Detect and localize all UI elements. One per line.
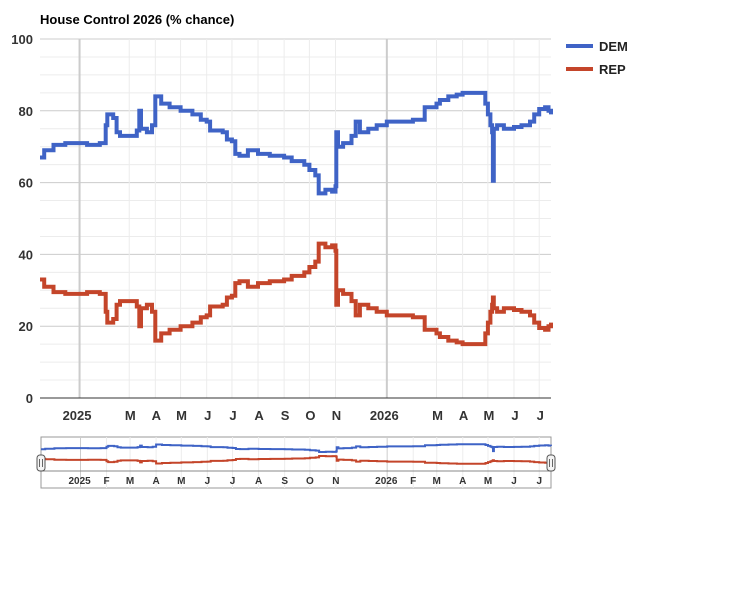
- navigator-tick-label: M: [484, 476, 492, 487]
- x-tick-label: S: [281, 408, 290, 423]
- x-tick-label: M: [483, 408, 494, 423]
- navigator-line-dem: [41, 443, 552, 453]
- y-tick-label: 40: [19, 247, 33, 262]
- x-tick-label: M: [432, 408, 443, 423]
- navigator-frame: [40, 436, 552, 489]
- navigator-tick-label: A: [459, 476, 466, 487]
- x-tick-label: J: [537, 408, 544, 423]
- navigator-tick-label: 2026: [375, 476, 398, 487]
- x-axis: 2025 M A M J J A S O N 2026 M A M J J: [63, 408, 544, 423]
- navigator-tick-label: M: [433, 476, 441, 487]
- navigator-tick-label: F: [410, 476, 416, 487]
- navigator-tick-label: M: [177, 476, 185, 487]
- navigator-tick-label: A: [255, 476, 262, 487]
- y-tick-label: 20: [19, 319, 33, 334]
- navigator-tick-label: N: [332, 476, 339, 487]
- navigator-tick-label: A: [152, 476, 159, 487]
- legend: DEM REP: [566, 39, 628, 77]
- legend-label: REP: [599, 62, 626, 77]
- x-tick-label: A: [152, 408, 162, 423]
- y-axis: 0 20 40 60 80 100: [11, 32, 33, 406]
- navigator-tick-label: J: [205, 476, 211, 487]
- x-tick-label: M: [176, 408, 187, 423]
- x-tick-label: A: [254, 408, 264, 423]
- x-tick-label: N: [332, 408, 341, 423]
- x-tick-label: J: [511, 408, 518, 423]
- series-line-rep: [40, 241, 553, 347]
- x-tick-label: J: [229, 408, 236, 423]
- x-tick-label: 2026: [370, 408, 399, 423]
- navigator-right-handle[interactable]: [546, 454, 556, 472]
- x-tick-label: M: [125, 408, 136, 423]
- navigator-tick-label: S: [281, 476, 288, 487]
- navigator-left-handle[interactable]: [36, 454, 46, 472]
- series-line-dem: [40, 90, 553, 196]
- navigator-line-rep: [41, 455, 552, 465]
- navigator-tick-label: O: [306, 476, 314, 487]
- x-tick-label: O: [305, 408, 315, 423]
- grid: [40, 38, 551, 399]
- navigator-tick-label: J: [230, 476, 236, 487]
- y-tick-label: 60: [19, 176, 33, 191]
- range-navigator[interactable]: 2025 F M A M J J A S O N 2026 F M A M J J: [36, 436, 556, 489]
- legend-label: DEM: [599, 39, 628, 54]
- series-lines: [40, 90, 553, 347]
- navigator-tick-label: 2025: [68, 476, 91, 487]
- navigator-tick-label: J: [536, 476, 542, 487]
- y-tick-label: 100: [11, 32, 33, 47]
- x-tick-label: A: [459, 408, 469, 423]
- x-tick-label: 2025: [63, 408, 92, 423]
- y-tick-label: 0: [26, 391, 33, 406]
- x-tick-label: J: [204, 408, 211, 423]
- chart-title: House Control 2026 (% chance): [40, 12, 234, 27]
- y-tick-label: 80: [19, 104, 33, 119]
- navigator-tick-label: J: [511, 476, 517, 487]
- navigator-tick-label: F: [103, 476, 109, 487]
- navigator-tick-label: M: [126, 476, 134, 487]
